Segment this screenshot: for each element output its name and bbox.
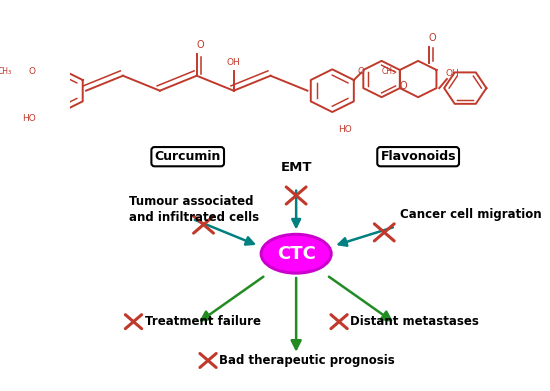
Text: O: O	[358, 67, 365, 76]
Text: Flavonoids: Flavonoids	[381, 150, 456, 163]
Text: CH₃: CH₃	[381, 67, 395, 76]
Text: CH₃: CH₃	[0, 67, 12, 76]
Text: EMT: EMT	[280, 161, 312, 174]
Text: Distant metastases: Distant metastases	[350, 315, 479, 328]
Text: Cancer cell migration: Cancer cell migration	[400, 208, 542, 221]
Text: OH: OH	[227, 58, 240, 67]
Text: Tumour associated
and infiltrated cells: Tumour associated and infiltrated cells	[129, 195, 259, 224]
Text: OH: OH	[446, 69, 459, 78]
Text: CTC: CTC	[277, 245, 316, 263]
Text: Bad therapeutic prognosis: Bad therapeutic prognosis	[219, 354, 395, 367]
Text: HO: HO	[338, 125, 351, 134]
Text: Curcumin: Curcumin	[155, 150, 221, 163]
Text: O: O	[29, 67, 36, 76]
Text: HO: HO	[23, 114, 36, 123]
Text: O: O	[197, 40, 204, 50]
Text: Treatment failure: Treatment failure	[145, 315, 261, 328]
Text: O: O	[428, 33, 436, 43]
Text: O: O	[399, 81, 407, 91]
Ellipse shape	[261, 234, 331, 273]
